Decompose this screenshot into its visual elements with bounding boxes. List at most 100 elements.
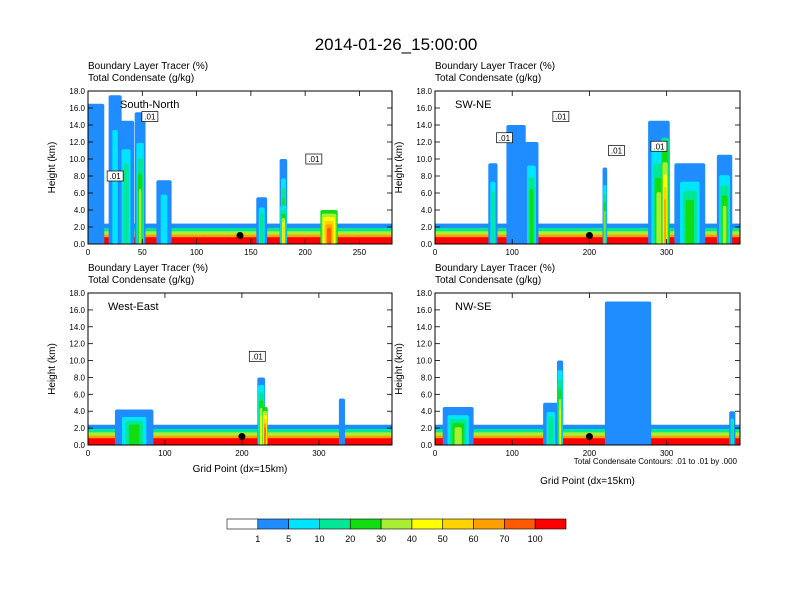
panel-header-condensate: Total Condensate (g/kg) [88,275,194,286]
contour-label-box [248,350,266,362]
tracer-plume [731,421,734,445]
panel-label: NW-SE [455,301,491,313]
contour-label-box [305,153,323,165]
x-tick-label: 0 [86,449,91,458]
tracer-plume [548,416,554,445]
panel-3: Boundary Layer Tracer (%) Total Condensat… [394,263,741,487]
y-tick-label: 4.0 [421,206,433,215]
y-tick-label: 16.0 [69,306,85,315]
y-tick-label: 0.0 [421,441,433,450]
x-tick-label: 50 [138,248,147,257]
tracer-plume [88,120,100,244]
tracer-plume [656,192,662,244]
panel-1: Boundary Layer Tracer (%)Total Condensat… [394,61,741,257]
y-tick-label: 16.0 [416,104,432,113]
tracer-field [435,120,740,244]
y-axis-label: Height (km) [394,343,405,395]
boundary-layer-band [435,438,740,445]
y-tick-label: 14.0 [69,121,85,130]
colorbar-label: 100 [528,534,543,544]
y-axis-label: Height (km) [47,142,58,194]
location-marker [236,232,244,239]
x-tick-label: 100 [158,449,172,458]
x-tick-label: 0 [433,248,438,257]
y-tick-label: 12.0 [69,340,85,349]
x-tick-label: 100 [506,449,520,458]
colorbar-swatch [473,518,505,530]
y-tick-label: 2.0 [421,424,433,433]
y-tick-label: 18.0 [416,87,432,96]
contour-label: .01 [653,142,665,151]
tracer-plume [327,227,332,244]
panel-2: Boundary Layer Tracer (%)Total Condensat… [47,263,393,475]
y-tick-label: 4.0 [74,407,86,416]
x-tick-label: 0 [433,449,438,458]
contour-label: .01 [110,172,122,181]
boundary-layer-band [435,237,740,244]
tracer-plume [664,198,666,244]
y-tick-label: 12.0 [69,138,85,147]
y-tick-label: 18.0 [69,87,85,96]
y-tick-label: 0.0 [74,240,86,249]
tracer-field [435,301,740,445]
y-tick-label: 18.0 [69,289,85,298]
contour-label: .01 [555,113,567,122]
x-tick-label: 300 [660,248,674,257]
tracer-plume [454,427,462,445]
y-tick-label: 6.0 [74,189,86,198]
x-tick-label: 200 [583,449,597,458]
panel-header-tracer: Boundary Layer Tracer (%) [88,61,208,72]
panel-header-condensate: Total Condensate (g/kg) [435,73,541,84]
y-tick-label: 2.0 [421,223,433,232]
x-tick-label: 100 [190,248,204,257]
contour-label-box [650,140,668,152]
y-tick-label: 0.0 [421,240,433,249]
tracer-plume [112,129,118,244]
y-tick-label: 8.0 [421,373,433,382]
y-tick-label: 8.0 [421,172,433,181]
contour-label: .01 [308,155,320,164]
y-tick-label: 10.0 [69,155,85,164]
colorbar-label: 20 [345,534,355,544]
y-tick-label: 14.0 [69,323,85,332]
y-tick-label: 10.0 [416,155,432,164]
tracer-plume [559,408,561,445]
tracer-plume [128,424,140,445]
y-tick-label: 6.0 [421,390,433,399]
y-tick-label: 10.0 [69,357,85,366]
x-tick-label: 0 [86,248,91,257]
contour-label: .01 [144,113,156,122]
plot-frame [87,292,393,446]
contour-note: Total Condensate Contours: .01 to .01 by… [574,457,738,466]
x-tick-label: 300 [660,449,674,458]
tracer-plume [123,163,129,244]
location-marker [585,232,593,239]
x-axis-label: Grid Point (dx=15km) [540,476,635,487]
contour-label: .01 [252,352,264,361]
panel-header-tracer: Boundary Layer Tracer (%) [435,263,555,274]
y-axis-label: Height (km) [47,343,58,395]
y-tick-label: 2.0 [74,424,86,433]
location-marker [585,433,593,441]
colorbar-swatch [226,518,259,530]
panel-header-tracer: Boundary Layer Tracer (%) [88,263,208,274]
y-tick-label: 6.0 [421,189,433,198]
panel-header-tracer: Boundary Layer Tracer (%) [435,61,555,72]
y-tick-label: 18.0 [416,289,432,298]
tracer-field [88,377,392,445]
panels: Boundary Layer Tracer (%)Total Condensat… [47,61,741,487]
colorbar: 1 5 10 20 30 40 50 60 70 100 [226,518,567,544]
panel-header-condensate: Total Condensate (g/kg) [88,73,194,84]
y-tick-label: 14.0 [416,323,432,332]
colorbar-label: 40 [407,534,417,544]
boundary-layer-band [88,438,392,445]
contour-label: .01 [611,147,623,156]
boundary-layer-band [88,237,392,244]
colorbar-swatch [257,518,289,530]
y-tick-label: 0.0 [74,441,86,450]
plot-frame [434,292,741,446]
y-tick-label: 2.0 [74,223,86,232]
location-marker [238,433,246,441]
plot-area [435,293,740,445]
